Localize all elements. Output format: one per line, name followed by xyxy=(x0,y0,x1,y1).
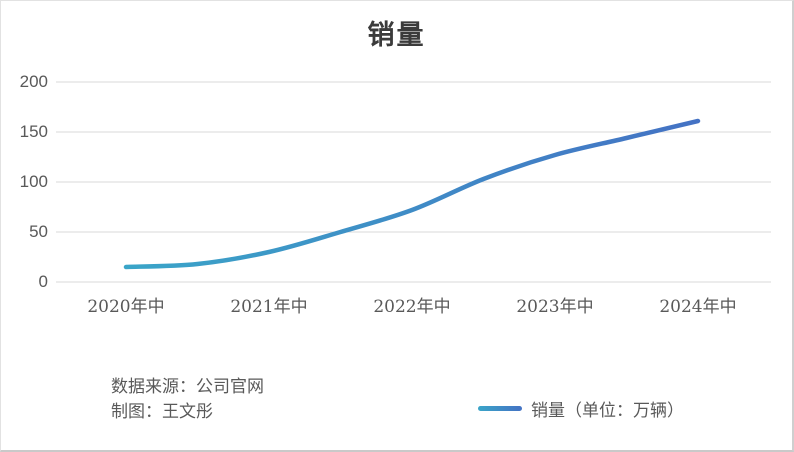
y-axis-tick-label: 100 xyxy=(19,172,48,191)
x-axis-tick-label: 2020年中 xyxy=(87,297,165,317)
legend-label: 销量（单位：万辆） xyxy=(531,400,684,421)
x-axis-tick-label: 2022年中 xyxy=(373,297,451,317)
y-axis-tick-label: 0 xyxy=(38,272,48,291)
x-axis-tick-label: 2024年中 xyxy=(659,297,737,317)
legend: 销量（单位：万辆） xyxy=(478,397,684,421)
source-note: 数据来源：公司官网 xyxy=(111,377,264,397)
legend-line-swatch xyxy=(478,405,522,411)
x-axis-tick-label: 2023年中 xyxy=(516,297,594,317)
y-axis-tick-label: 200 xyxy=(19,72,48,91)
x-axis-tick-label: 2021年中 xyxy=(230,297,308,317)
chart-title: 销量 xyxy=(367,20,426,51)
footer-notes: 数据来源：公司官网 制图：王文彤 xyxy=(111,375,264,425)
gridlines xyxy=(56,81,771,283)
y-axis-tick-label: 150 xyxy=(19,122,48,141)
sales-line xyxy=(123,118,701,270)
y-axis-tick-label: 50 xyxy=(29,222,48,241)
credit-note: 制图：王文彤 xyxy=(111,402,213,422)
